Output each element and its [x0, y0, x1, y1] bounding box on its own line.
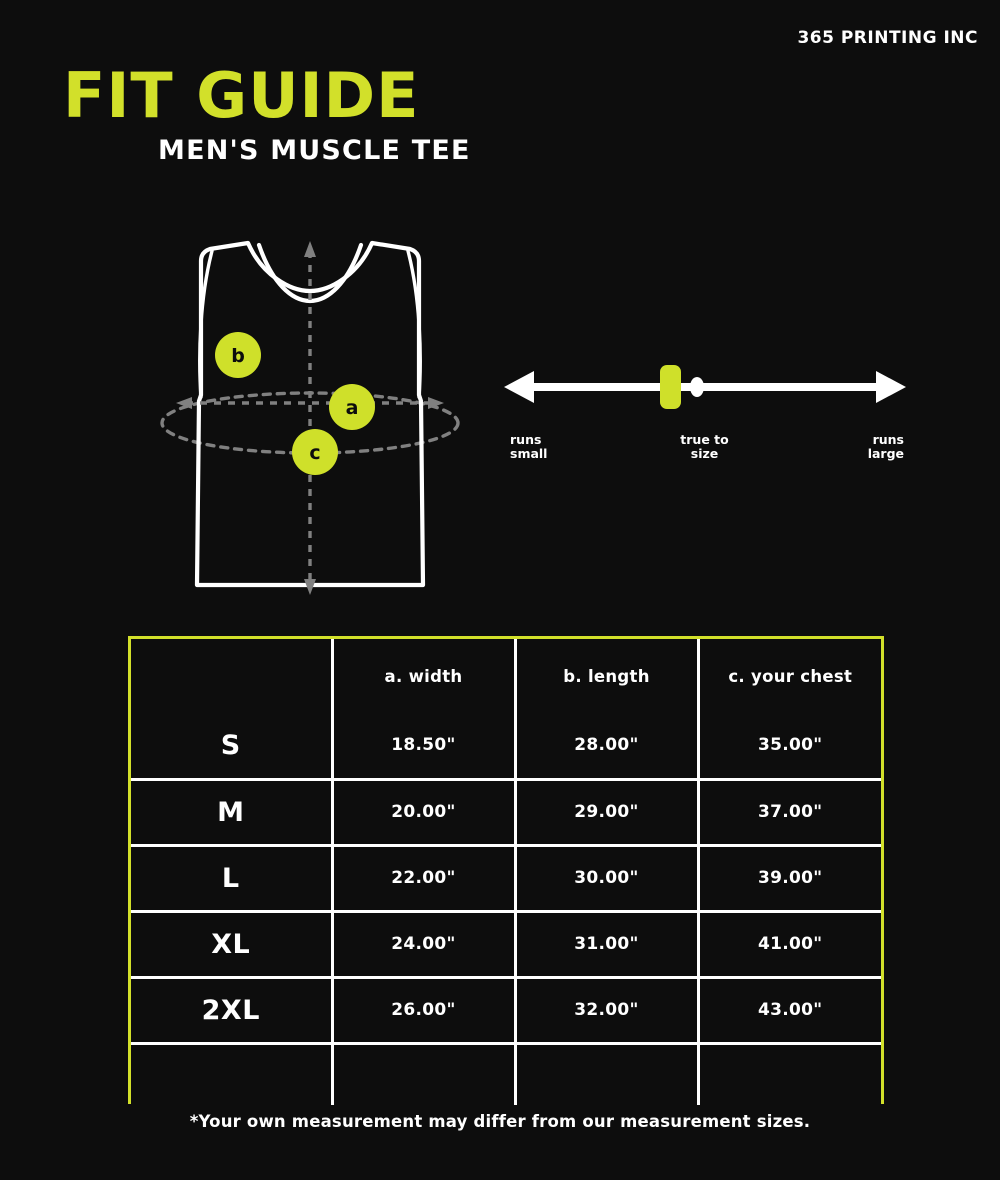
cell-length — [515, 1043, 700, 1105]
muscle-tee-diagram: b a c — [120, 205, 500, 605]
table-header-length: b. length — [515, 639, 700, 713]
page-title-block: FIT GUIDE MEN'S MUSCLE TEE — [63, 64, 471, 166]
svg-text:a: a — [346, 397, 359, 419]
fit-scale-label-runs-small: runs small — [510, 432, 548, 461]
fit-scale-center-dot — [690, 377, 704, 397]
table-row: 2XL 26.00" 32.00" 43.00" — [131, 977, 881, 1045]
cell-chest: 41.00" — [698, 911, 881, 979]
cell-length: 31.00" — [515, 911, 700, 979]
cell-width: 20.00" — [332, 779, 517, 847]
fit-scale-labels: runs small true to size runs large — [490, 433, 920, 478]
page-subtitle: MEN'S MUSCLE TEE — [158, 135, 471, 166]
measurement-disclaimer: *Your own measurement may differ from ou… — [189, 1112, 811, 1131]
fit-scale-label-true-to-size: true to size — [680, 432, 729, 461]
table-header-chest: c. your chest — [698, 639, 881, 713]
table-header-row: a. width b. length c. your chest — [131, 639, 881, 713]
fit-scale-left-arrow — [504, 371, 534, 403]
table-header-width: a. width — [332, 639, 517, 713]
right-armhole — [406, 249, 422, 399]
cell-size: S — [131, 713, 334, 781]
table-row: M 20.00" 29.00" 37.00" — [131, 779, 881, 847]
table-row — [131, 1043, 881, 1105]
svg-text:b: b — [231, 345, 245, 367]
cell-size: M — [131, 779, 334, 847]
cell-size — [131, 1043, 334, 1105]
cell-width: 26.00" — [332, 977, 517, 1045]
cell-size: XL — [131, 911, 334, 979]
badge-c: c — [292, 429, 338, 475]
table-row: XL 24.00" 31.00" 41.00" — [131, 911, 881, 979]
cell-chest: 35.00" — [698, 713, 881, 781]
cell-width: 18.50" — [332, 713, 517, 781]
table-row: L 22.00" 30.00" 39.00" — [131, 845, 881, 913]
cell-length: 28.00" — [515, 713, 700, 781]
cell-size: 2XL — [131, 977, 334, 1045]
page-title: FIT GUIDE — [63, 59, 420, 132]
size-chart-table: a. width b. length c. your chest S 18.50… — [128, 636, 884, 1105]
fit-scale: runs small true to size runs large — [490, 355, 920, 475]
width-measure-arrow — [176, 397, 444, 409]
table-row: S 18.50" 28.00" 35.00" — [131, 713, 881, 781]
cell-chest — [698, 1043, 881, 1105]
cell-size: L — [131, 845, 334, 913]
fit-scale-right-arrow — [876, 371, 906, 403]
cell-width — [332, 1043, 517, 1105]
brand-logo-text: 365 PRINTING INC — [797, 28, 978, 48]
svg-text:c: c — [309, 442, 320, 464]
table-header-size — [131, 639, 334, 713]
cell-length: 29.00" — [515, 779, 700, 847]
shirt-outline — [194, 240, 426, 588]
cell-chest: 43.00" — [698, 977, 881, 1045]
cell-chest: 39.00" — [698, 845, 881, 913]
cell-width: 22.00" — [332, 845, 517, 913]
left-armhole — [198, 249, 214, 399]
length-measure-arrow — [304, 241, 316, 595]
cell-length: 30.00" — [515, 845, 700, 913]
fit-scale-label-runs-large: runs large — [867, 432, 904, 461]
fit-scale-marker — [660, 365, 681, 409]
neckline-collar — [256, 242, 364, 304]
cell-chest: 37.00" — [698, 779, 881, 847]
badge-b: b — [215, 332, 261, 378]
badge-a: a — [329, 384, 375, 430]
cell-length: 32.00" — [515, 977, 700, 1045]
cell-width: 24.00" — [332, 911, 517, 979]
